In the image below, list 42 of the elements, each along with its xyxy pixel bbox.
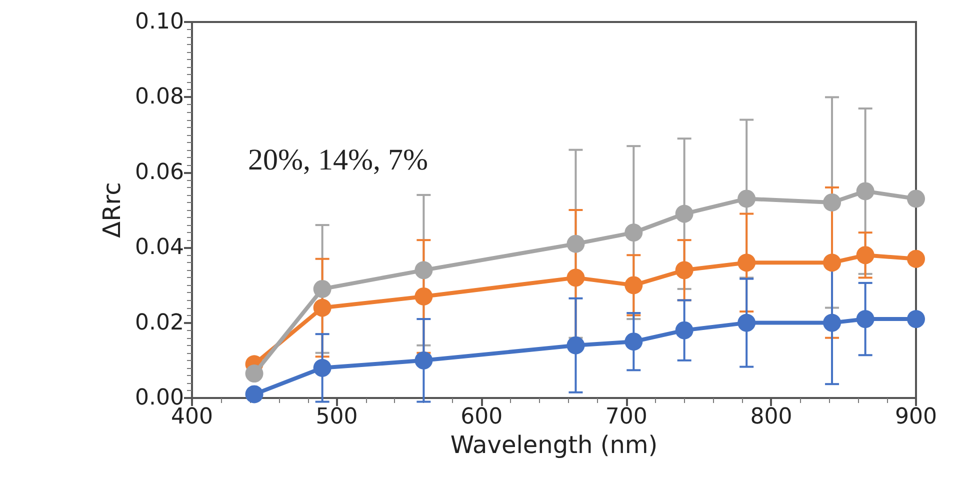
point — [856, 182, 874, 200]
point — [823, 254, 842, 272]
point — [414, 351, 433, 370]
point — [313, 280, 332, 298]
point — [566, 234, 585, 253]
y-tick-label: 0.10 — [135, 10, 184, 34]
point — [907, 250, 925, 268]
point — [313, 298, 332, 317]
x-tick-label: 700 — [605, 404, 648, 430]
x-tick-label: 500 — [316, 404, 358, 430]
y-axis-title: ΔRrc — [98, 182, 126, 238]
y-tick-label: 0.08 — [135, 84, 184, 110]
x-tick-label: 800 — [750, 404, 792, 430]
x-tick-label: 900 — [895, 404, 937, 430]
point — [675, 204, 694, 223]
point — [907, 310, 925, 328]
point — [566, 336, 585, 354]
point — [823, 314, 842, 332]
point — [675, 321, 694, 340]
point — [856, 246, 874, 264]
point — [675, 261, 694, 280]
point — [414, 261, 433, 280]
annotation: 20%, 14%, 7% — [248, 144, 428, 176]
point — [907, 190, 925, 208]
point — [624, 224, 643, 242]
x-axis-title: Wavelength (nm) — [450, 430, 658, 459]
point — [245, 385, 264, 404]
point — [856, 310, 874, 328]
point — [738, 254, 756, 272]
x-tick-label: 600 — [460, 404, 503, 430]
point — [566, 268, 585, 287]
point — [414, 287, 433, 306]
y-tick-label: 0.02 — [135, 310, 184, 336]
point — [823, 193, 842, 212]
point — [624, 276, 643, 294]
point — [245, 364, 264, 383]
y-tick-label: 0.04 — [135, 235, 184, 260]
point — [738, 190, 756, 208]
point — [313, 358, 332, 377]
y-tick-label: 0.06 — [135, 160, 184, 185]
point — [738, 314, 756, 332]
point — [624, 332, 643, 351]
